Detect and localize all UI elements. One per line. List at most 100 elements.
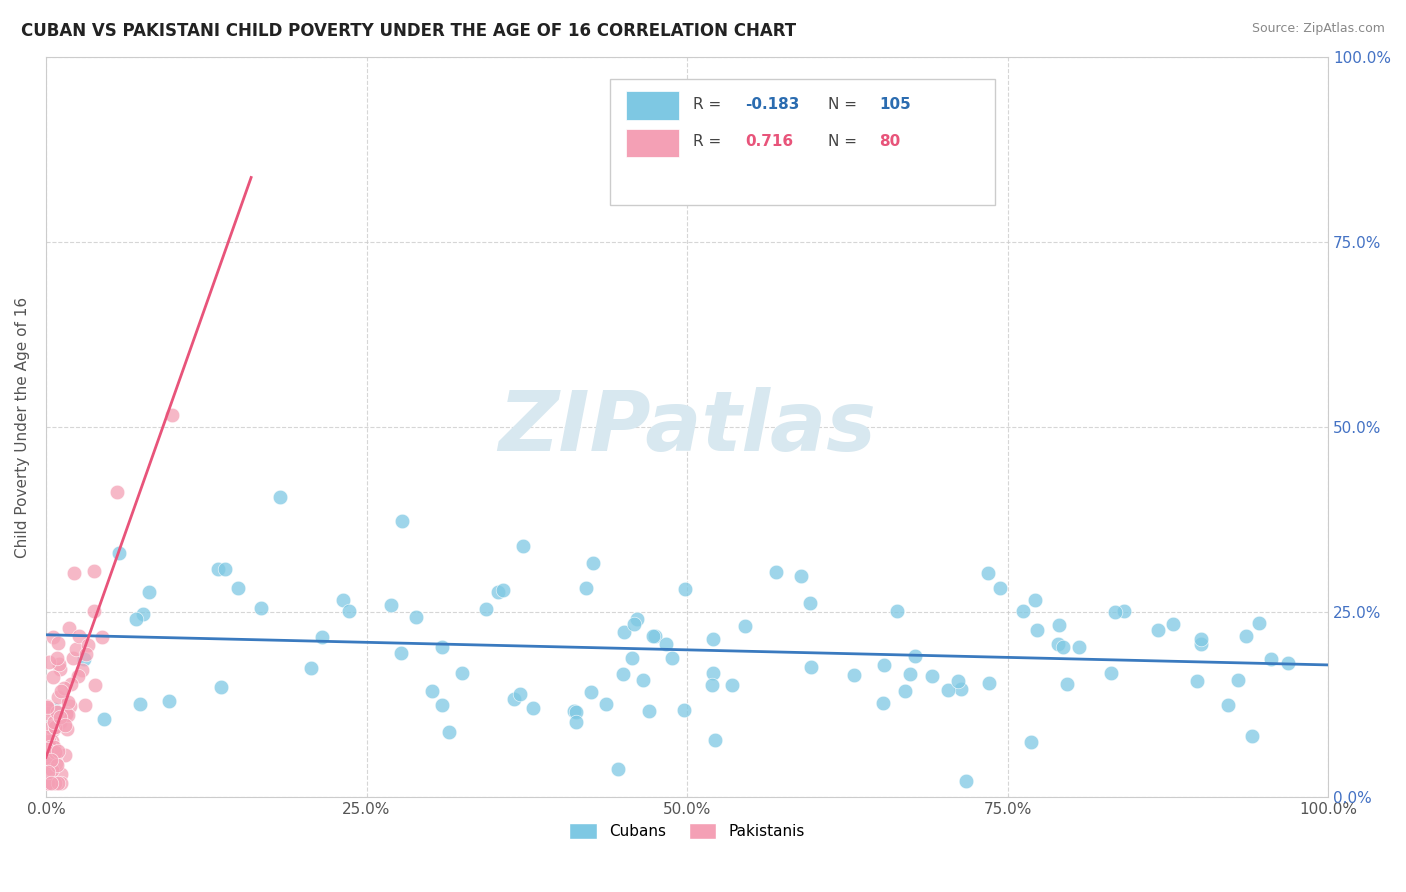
Point bbox=[702, 665, 724, 680]
Point bbox=[311, 630, 333, 644]
Point bbox=[522, 701, 544, 715]
Text: R =: R = bbox=[693, 97, 727, 112]
Point bbox=[49, 767, 72, 781]
Point bbox=[575, 581, 598, 595]
Point bbox=[49, 662, 72, 676]
Text: ZIPatlas: ZIPatlas bbox=[498, 386, 876, 467]
Point bbox=[55, 717, 77, 731]
Point bbox=[486, 585, 509, 599]
Point bbox=[955, 774, 977, 789]
Point bbox=[405, 609, 427, 624]
Point bbox=[65, 642, 87, 657]
Point bbox=[612, 667, 634, 681]
Point bbox=[41, 775, 63, 789]
Text: N =: N = bbox=[828, 135, 862, 149]
Bar bbox=[626, 128, 679, 157]
Point bbox=[66, 668, 89, 682]
Point bbox=[581, 556, 603, 570]
Point bbox=[948, 674, 970, 689]
Point bbox=[214, 562, 236, 576]
Point bbox=[45, 747, 67, 762]
Point bbox=[59, 677, 82, 691]
Point bbox=[38, 734, 60, 748]
Point bbox=[52, 681, 75, 696]
Point bbox=[391, 514, 413, 528]
Point bbox=[46, 775, 69, 789]
Point bbox=[226, 582, 249, 596]
Point bbox=[67, 629, 90, 643]
Point bbox=[886, 603, 908, 617]
Point bbox=[1249, 616, 1271, 631]
Point bbox=[1024, 593, 1046, 607]
Point bbox=[83, 604, 105, 618]
Point bbox=[1227, 673, 1250, 687]
Point bbox=[977, 566, 1000, 581]
Point bbox=[157, 694, 180, 708]
Point bbox=[37, 775, 59, 789]
Point bbox=[128, 697, 150, 711]
Point bbox=[39, 756, 62, 770]
Point bbox=[949, 681, 972, 696]
Point bbox=[475, 601, 498, 615]
Point bbox=[209, 680, 232, 694]
Point bbox=[1047, 637, 1070, 651]
Point bbox=[1056, 677, 1078, 691]
Legend: Cubans, Pakistanis: Cubans, Pakistanis bbox=[562, 817, 811, 846]
Point bbox=[41, 733, 63, 747]
Point bbox=[42, 630, 65, 644]
Point bbox=[638, 704, 661, 718]
Point bbox=[51, 684, 73, 698]
Point bbox=[842, 667, 865, 681]
Point bbox=[1026, 623, 1049, 637]
Point bbox=[872, 697, 894, 711]
Text: N =: N = bbox=[828, 97, 862, 112]
Point bbox=[936, 682, 959, 697]
Point bbox=[83, 678, 105, 692]
Point bbox=[37, 760, 59, 774]
Point bbox=[46, 650, 69, 665]
Point bbox=[37, 706, 59, 721]
Point bbox=[108, 546, 131, 560]
Point bbox=[1277, 657, 1299, 671]
Point bbox=[921, 669, 943, 683]
Point bbox=[44, 720, 66, 734]
Point bbox=[607, 762, 630, 776]
Point bbox=[1185, 673, 1208, 688]
Point bbox=[124, 612, 146, 626]
Point bbox=[56, 722, 79, 736]
Point bbox=[39, 739, 62, 754]
Point bbox=[1047, 618, 1070, 632]
Point bbox=[75, 648, 97, 662]
Point bbox=[72, 663, 94, 677]
Point bbox=[800, 659, 823, 673]
Point bbox=[1189, 632, 1212, 646]
Point bbox=[38, 775, 60, 789]
Point bbox=[420, 684, 443, 698]
Point bbox=[1099, 665, 1122, 680]
Point bbox=[623, 616, 645, 631]
Point bbox=[1218, 698, 1240, 713]
Point bbox=[655, 636, 678, 650]
Point bbox=[799, 597, 821, 611]
Point bbox=[46, 706, 69, 720]
Point bbox=[42, 670, 65, 684]
Point bbox=[45, 758, 67, 772]
Point bbox=[269, 490, 291, 504]
Point bbox=[41, 763, 63, 777]
Point bbox=[45, 706, 67, 720]
Point bbox=[621, 651, 644, 665]
Point bbox=[1241, 730, 1264, 744]
Point bbox=[451, 666, 474, 681]
Point bbox=[49, 710, 72, 724]
Point bbox=[62, 651, 84, 665]
Point bbox=[898, 666, 921, 681]
Point bbox=[44, 740, 66, 755]
Point bbox=[44, 775, 66, 789]
Point bbox=[46, 635, 69, 649]
Point bbox=[332, 593, 354, 607]
Point bbox=[389, 646, 412, 660]
Y-axis label: Child Poverty Under the Age of 16: Child Poverty Under the Age of 16 bbox=[15, 296, 30, 558]
Point bbox=[37, 742, 59, 756]
Point bbox=[90, 630, 112, 644]
Point bbox=[48, 715, 70, 730]
